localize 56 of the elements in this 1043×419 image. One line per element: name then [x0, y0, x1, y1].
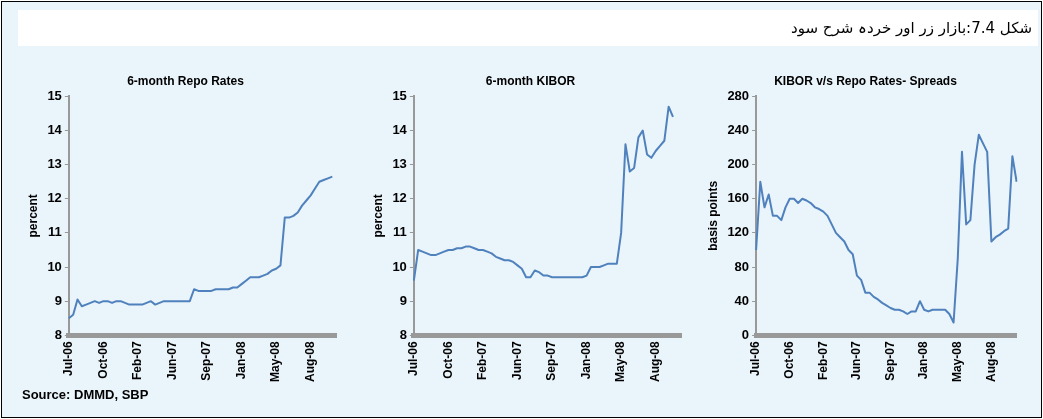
x-tick-label: Aug-08 — [648, 340, 662, 382]
y-tick-label: 10 — [47, 258, 62, 274]
y-tick-label: 15 — [392, 87, 407, 103]
y-tick-label: 9 — [54, 292, 62, 308]
source-note: Source: DMMD, SBP — [22, 387, 149, 402]
x-tick-label: May-08 — [613, 340, 628, 382]
y-tick-label: 40 — [734, 292, 750, 308]
y-tick-label: 80 — [734, 258, 750, 274]
x-tick-label: Jul-06 — [748, 340, 763, 376]
y-tick-label: 14 — [392, 122, 408, 138]
chart-title: 6-month Repo Rates — [127, 73, 245, 88]
x-tick-label: Jan-08 — [916, 341, 931, 380]
y-tick-label: 9 — [399, 292, 407, 308]
y-tick-label: 14 — [47, 122, 63, 138]
y-tick-label: 280 — [727, 87, 750, 103]
x-tick-label: Aug-08 — [983, 340, 998, 382]
y-axis-title: percent — [25, 194, 40, 238]
y-tick-label: 11 — [48, 224, 62, 240]
x-tick-label: Feb-07 — [130, 341, 145, 380]
x-tick-label: Sep-07 — [544, 340, 559, 381]
x-tick-label: Sep-07 — [199, 340, 214, 381]
x-tick-label: May-08 — [950, 340, 965, 382]
y-axis-title: basis points — [705, 180, 720, 251]
y-tick-label: 8 — [54, 326, 62, 342]
y-tick-label: 240 — [727, 122, 750, 138]
y-tick-label: 13 — [392, 156, 407, 172]
y-tick-label: 12 — [392, 190, 407, 206]
text: شکل 7.4:بازار زر اور خردہ شرح سود — [18, 10, 1038, 46]
x-tick-label: Oct-06 — [440, 341, 455, 379]
y-tick-label: 160 — [727, 190, 750, 206]
x-tick-label: Jun-07 — [849, 341, 864, 380]
y-tick-label: 13 — [47, 156, 62, 172]
y-tick-label: 11 — [393, 224, 407, 240]
y-axis-title: percent — [370, 194, 385, 238]
y-tick-label: 0 — [741, 326, 750, 342]
x-tick-label: Jan-08 — [233, 341, 248, 380]
x-tick-label: Aug-08 — [303, 340, 317, 382]
x-tick-label: Jul-06 — [61, 340, 76, 376]
y-tick-label: 120 — [727, 224, 750, 240]
x-tick-label: Jul-06 — [406, 340, 421, 376]
chart-title: KIBOR v/s Repo Rates- Spreads — [774, 73, 958, 88]
chart-title: 6-month KIBOR — [485, 73, 576, 88]
x-tick-label: Feb-07 — [475, 341, 490, 380]
x-tick-label: Sep-07 — [882, 340, 897, 381]
x-tick-label: Jun-07 — [509, 341, 524, 380]
x-tick-label: Oct-06 — [95, 341, 110, 379]
y-tick-label: 8 — [399, 326, 407, 342]
y-tick-label: 12 — [47, 190, 62, 206]
x-tick-label: May-08 — [268, 340, 283, 382]
x-tick-label: Jun-07 — [164, 341, 179, 380]
x-tick-label: Jan-08 — [578, 341, 593, 380]
x-tick-label: Feb-07 — [815, 341, 830, 380]
x-tick-label: Oct-06 — [782, 341, 797, 379]
y-tick-label: 10 — [392, 258, 407, 274]
y-tick-label: 15 — [47, 87, 62, 103]
y-tick-label: 200 — [727, 156, 750, 172]
